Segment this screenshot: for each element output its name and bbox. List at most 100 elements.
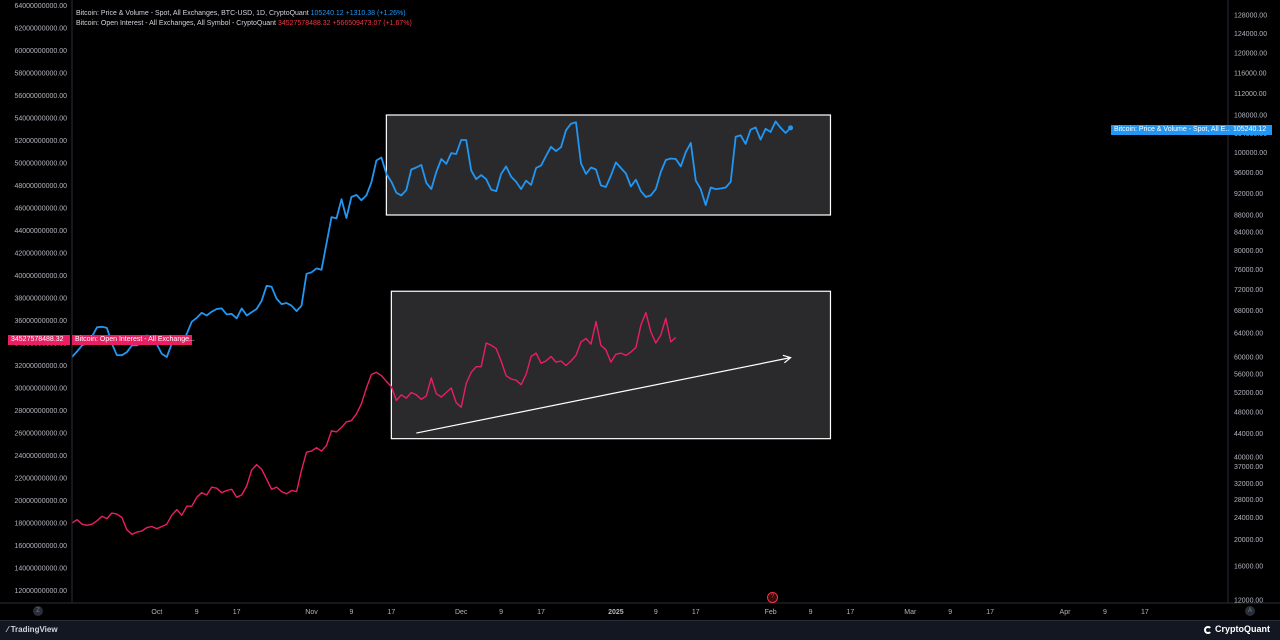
left-tick-label: 58000000000.00 <box>14 70 67 77</box>
right-tick-label: 80000.00 <box>1234 248 1263 255</box>
x-tick-label: 9 <box>499 609 503 616</box>
left-tick-label: 12000000000.00 <box>14 588 67 595</box>
bottom-bar: ⁄ TradingView CryptoQuant <box>0 620 1280 640</box>
price-consolidation-box <box>385 114 832 216</box>
left-tick-label: 20000000000.00 <box>14 498 67 505</box>
open-interest-box <box>390 290 832 440</box>
left-tick-label: 22000000000.00 <box>14 476 67 483</box>
right-tick-label: 84000.00 <box>1234 230 1263 237</box>
x-tick-label: 9 <box>349 609 353 616</box>
right-tick-label: 76000.00 <box>1234 267 1263 274</box>
left-tick-label: 42000000000.00 <box>14 250 67 257</box>
left-tick-label: 44000000000.00 <box>14 228 67 235</box>
cryptoquant-text: CryptoQuant <box>1215 624 1270 634</box>
right-tick-label: 124000.00 <box>1234 31 1267 38</box>
x-tick-label: 17 <box>847 609 855 616</box>
legend-oi-value: 34527578488.32 <box>277 20 331 27</box>
x-tick-label: 2025 <box>608 609 624 616</box>
left-tick-label: 52000000000.00 <box>14 138 67 145</box>
x-tick-label: Mar <box>904 609 917 616</box>
right-tick-label: 64000.00 <box>1234 331 1263 338</box>
left-tick-label: 32000000000.00 <box>14 363 67 370</box>
left-tick-label: 24000000000.00 <box>14 453 67 460</box>
x-tick-label: 17 <box>537 609 545 616</box>
right-tick-label: 56000.00 <box>1234 372 1263 379</box>
auto-scale-button[interactable]: A <box>1245 606 1255 616</box>
x-tick-label: 9 <box>1103 609 1107 616</box>
right-tick-label: 16000.00 <box>1234 563 1263 570</box>
btc-price-last-point <box>788 125 794 131</box>
btc-price-line <box>71 120 792 358</box>
right-tick-label: 44000.00 <box>1234 431 1263 438</box>
zoom-left-button[interactable]: Z <box>33 606 43 616</box>
right-tick-label: 37000.00 <box>1234 464 1263 471</box>
x-tick-label: 17 <box>387 609 395 616</box>
left-tick-label: 16000000000.00 <box>14 543 67 550</box>
legend-btc-name: Bitcoin: Price & Volume - Spot, All Exch… <box>76 10 309 17</box>
trend-arrow-line <box>416 357 791 434</box>
right-tick-label: 128000.00 <box>1234 13 1267 20</box>
legend-btc-row: Bitcoin: Price & Volume - Spot, All Exch… <box>76 9 412 19</box>
left-tick-label: 18000000000.00 <box>14 521 67 528</box>
x-tick-label: 9 <box>195 609 199 616</box>
right-tick-label: 40000.00 <box>1234 455 1263 462</box>
x-tick-label: Dec <box>455 609 468 616</box>
x-tick-label: 17 <box>692 609 700 616</box>
tradingview-logo[interactable]: ⁄ TradingView <box>7 625 58 634</box>
left-tick-label: 54000000000.00 <box>14 115 67 122</box>
left-tick-label: 38000000000.00 <box>14 295 67 302</box>
right-tick-label: 112000.00 <box>1234 91 1267 98</box>
left-tick-label: 26000000000.00 <box>14 431 67 438</box>
x-tick-label: 17 <box>986 609 994 616</box>
x-tick-label: Feb <box>765 609 777 616</box>
x-tick-label: 9 <box>654 609 658 616</box>
cryptoquant-logo: CryptoQuant <box>1204 624 1270 634</box>
left-tick-label: 50000000000.00 <box>14 160 67 167</box>
left-tick-label: 40000000000.00 <box>14 273 67 280</box>
right-tick-label: 72000.00 <box>1234 287 1263 294</box>
x-tick-label: Apr <box>1060 609 1072 616</box>
right-tick-label: 92000.00 <box>1234 191 1263 198</box>
right-tick-label: 48000.00 <box>1234 410 1263 417</box>
left-tick-label: 30000000000.00 <box>14 386 67 393</box>
left-tick-label: 14000000000.00 <box>14 566 67 573</box>
tradingview-text: TradingView <box>10 625 58 634</box>
left-tick-label: 48000000000.00 <box>14 183 67 190</box>
left-tick-label: 36000000000.00 <box>14 318 67 325</box>
x-tick-label: 17 <box>233 609 241 616</box>
x-tick-label: 9 <box>809 609 813 616</box>
right-tick-label: 24000.00 <box>1234 515 1263 522</box>
left-tick-label: 60000000000.00 <box>14 48 67 55</box>
trend-arrow-head <box>782 354 792 364</box>
right-tick-label: 96000.00 <box>1234 170 1263 177</box>
series-lines <box>71 120 794 535</box>
right-axis: 128000.00 124000.00 120000.00 116000.00 1120… <box>1234 13 1267 605</box>
oi-value-tag: 34527578488.32 <box>8 335 70 345</box>
legend-oi-name: Bitcoin: Open Interest - All Exchanges, … <box>76 20 276 27</box>
legend-oi-change: +566509473.07 (+1.67%) <box>332 20 412 27</box>
x-tick-label: 9 <box>948 609 952 616</box>
cryptoquant-icon <box>1204 626 1212 634</box>
left-tick-label: 64000000000.00 <box>14 3 67 10</box>
open-interest-line <box>71 311 677 535</box>
right-tick-label: 60000.00 <box>1234 355 1263 362</box>
tradingview-icon: ⁄ <box>7 625 11 634</box>
right-tick-label: 116000.00 <box>1234 70 1267 77</box>
event-marker-icon[interactable]: ? <box>767 592 778 603</box>
right-tick-label: 52000.00 <box>1234 390 1263 397</box>
x-tick-label: 17 <box>1141 609 1149 616</box>
left-tick-label: 28000000000.00 <box>14 408 67 415</box>
btc-series-label-tag: Bitcoin: Price & Volume - Spot, All E... <box>1111 125 1231 135</box>
right-tick-label: 100000.00 <box>1234 150 1267 157</box>
x-tick-label: Oct <box>151 609 162 616</box>
oi-series-label-tag: Bitcoin: Open Interest - All Exchange... <box>72 335 195 345</box>
right-tick-label: 108000.00 <box>1234 113 1267 120</box>
left-tick-label: 56000000000.00 <box>14 93 67 100</box>
right-tick-label: 68000.00 <box>1234 308 1263 315</box>
right-tick-label: 20000.00 <box>1234 537 1263 544</box>
left-axis: 64000000000.00 62000000000.00 60000000000.… <box>14 3 67 595</box>
btc-price-value-tag: 105240.12 <box>1230 125 1272 135</box>
left-tick-label: 46000000000.00 <box>14 205 67 212</box>
right-tick-label: 88000.00 <box>1234 213 1263 220</box>
